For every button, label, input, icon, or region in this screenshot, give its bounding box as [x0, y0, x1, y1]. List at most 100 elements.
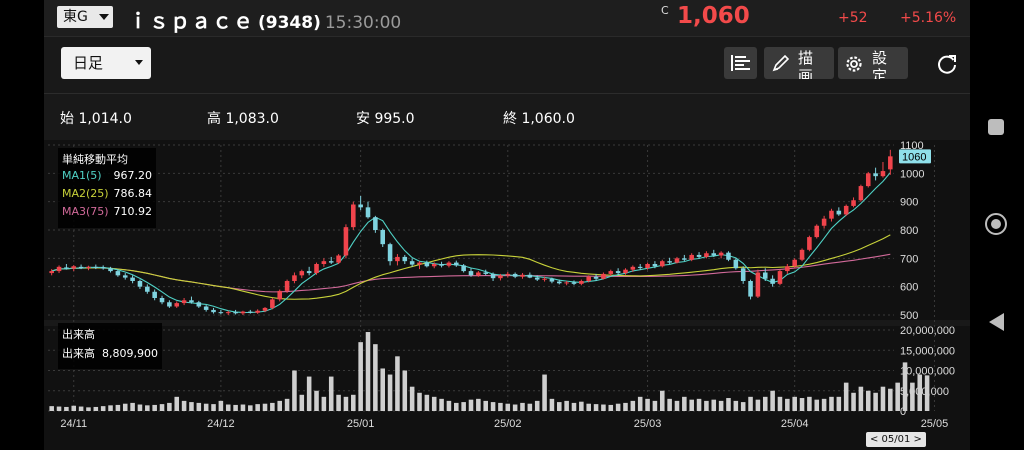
volume-bar — [659, 390, 665, 411]
volume-bar — [468, 399, 474, 411]
volume-bar — [645, 398, 650, 411]
volume-bar — [380, 368, 386, 411]
ma-legend: 単純移動平均 MA1(5) 967.20 MA2(25) 786.84 MA3(75… — [58, 148, 156, 228]
candle-down — [78, 266, 84, 268]
volume-bar — [358, 342, 363, 411]
candle-down — [373, 217, 378, 230]
volume-bar — [843, 382, 849, 411]
draw-button[interactable]: 描画 — [764, 47, 834, 79]
current-price-badge-label: 1060 — [902, 151, 926, 163]
ma3-value: 710.92 — [113, 205, 153, 218]
back-icon[interactable] — [989, 313, 1004, 331]
volume-tick-label: 15,000,000 — [900, 345, 955, 357]
volume-bar — [314, 390, 319, 411]
volume-legend-title: 出来高 — [62, 328, 95, 341]
candle-up — [476, 272, 481, 276]
candle-up — [777, 271, 783, 284]
reload-icon[interactable] — [936, 53, 958, 75]
period-label: 日足 — [73, 54, 104, 72]
volume-bar — [880, 386, 886, 411]
price-tick-label: 1100 — [900, 140, 924, 152]
volume-bar — [108, 405, 113, 411]
volume-bar — [461, 402, 466, 411]
ma2-line — [51, 234, 891, 300]
time-tick-label: 25/04 — [781, 418, 809, 430]
price-change: +52 — [838, 10, 868, 26]
time-tick-label: 25/02 — [494, 418, 522, 430]
volume-bar — [836, 396, 842, 411]
low-value: 995.0 — [374, 111, 415, 127]
volume-bar — [630, 400, 636, 411]
price-tick-label: 500 — [900, 310, 918, 322]
date-cursor-label[interactable]: < 05/01 > — [866, 432, 926, 447]
exchange-selector[interactable]: 東G — [57, 6, 113, 28]
candle-down — [218, 312, 224, 314]
candle-down — [328, 261, 334, 263]
close-price-mark: C — [661, 4, 669, 17]
candle-up — [71, 266, 77, 269]
candle-down — [115, 271, 121, 276]
candle-down — [652, 264, 658, 267]
volume-bar — [328, 376, 334, 411]
candle-up — [659, 261, 665, 267]
close-label: 終 — [503, 111, 517, 127]
candle-down — [461, 265, 466, 272]
candle-up — [520, 274, 525, 277]
candle-down — [203, 306, 209, 310]
candle-up — [299, 271, 305, 276]
settings-button[interactable]: 設定 — [838, 47, 908, 79]
volume-bar — [873, 392, 878, 411]
open-label: 始 — [60, 111, 74, 127]
ma3-row: MA3(75) 710.92 — [62, 205, 154, 218]
volume-bar — [917, 374, 923, 411]
volume-bar — [306, 376, 312, 411]
stock-chart[interactable]: 500 600 700 800 900 1000 1100 0 5,000,000 10,000,… — [44, 140, 970, 450]
indicator-list-button[interactable] — [724, 47, 757, 79]
candle-up — [181, 300, 187, 304]
candle-down — [196, 302, 202, 307]
price-tick-label: 600 — [900, 282, 918, 294]
volume-legend: 出来高 出来高 8,809,900 — [58, 323, 162, 369]
period-selector[interactable]: 日足 — [61, 47, 151, 79]
quote-time: 15:30:00 — [324, 13, 402, 33]
candle-up — [630, 266, 636, 270]
volume-label: 出来高 — [62, 347, 95, 360]
ohlc-open: 始 1,014.0 — [60, 108, 132, 128]
volume-bar — [417, 392, 422, 411]
candle-down — [387, 244, 393, 262]
volume-bar — [402, 370, 408, 411]
volume-bar — [137, 404, 143, 411]
volume-bar — [56, 406, 62, 411]
candle-up — [240, 311, 246, 314]
recent-apps-icon[interactable] — [988, 119, 1004, 135]
home-icon[interactable] — [985, 213, 1007, 235]
volume-bar — [446, 400, 452, 411]
ma3-label: MA3(75) — [62, 205, 109, 218]
candle-down — [402, 256, 408, 262]
candle-down — [549, 278, 555, 282]
chevron-down-icon — [99, 14, 109, 20]
system-nav-bar — [970, 0, 1024, 450]
volume-bar — [351, 394, 356, 411]
volume-tick-label: 10,000,000 — [900, 366, 955, 378]
candle-up — [56, 266, 62, 272]
volume-bar — [225, 404, 231, 411]
volume-bar — [476, 398, 481, 411]
volume-bar — [203, 403, 209, 411]
volume-bar — [623, 402, 628, 411]
volume-bar — [490, 402, 496, 411]
candle-up — [255, 310, 260, 313]
volume-bar — [652, 400, 658, 411]
candle-up — [792, 259, 797, 267]
candle-up — [689, 254, 694, 260]
candle-down — [409, 261, 415, 265]
volume-bar — [821, 398, 827, 411]
volume-bar — [689, 399, 694, 411]
candle-down — [137, 281, 143, 287]
volume-bar — [740, 402, 746, 411]
candle-up — [718, 252, 724, 256]
candle-down — [571, 282, 577, 284]
volume-legend-row: 出来高 8,809,900 — [62, 345, 158, 361]
volume-bar — [682, 396, 687, 411]
volume-bar — [174, 396, 180, 411]
